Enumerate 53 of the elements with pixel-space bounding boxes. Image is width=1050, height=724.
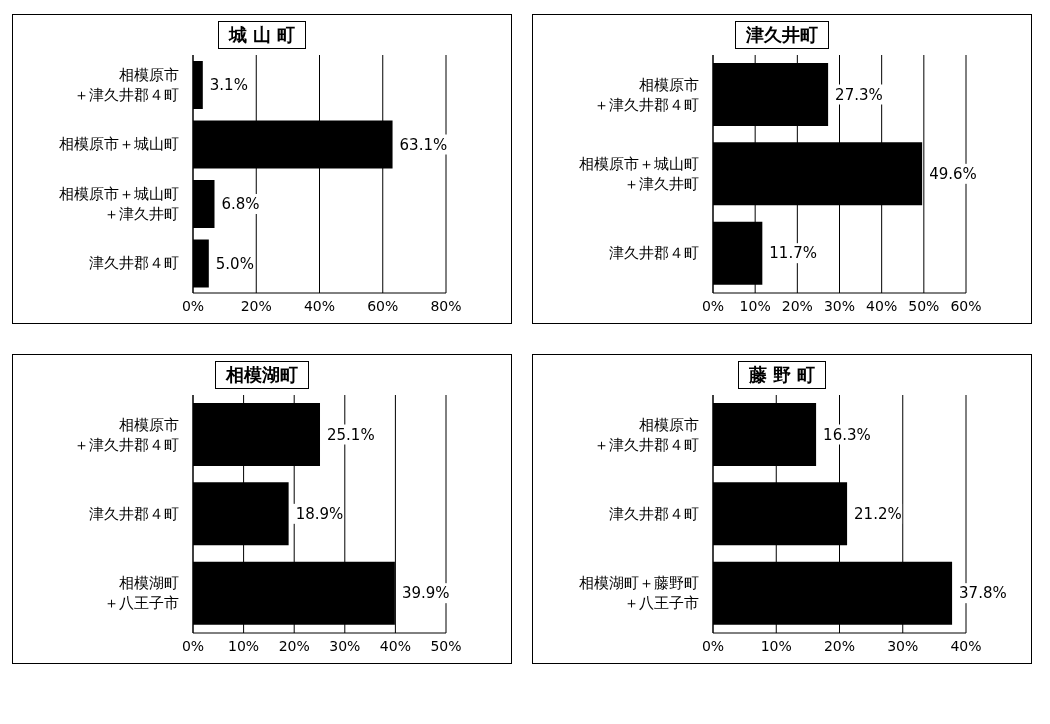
y-tick-label: 津久井郡４町 [609, 244, 699, 263]
x-tick-label: 40% [379, 637, 411, 654]
chart-title: 藤 野 町 [737, 361, 827, 389]
data-label: 21.2% [854, 504, 902, 523]
chart-title: 城 山 町 [217, 21, 307, 49]
data-label: 3.1% [209, 76, 248, 94]
x-tick-label: 10% [760, 637, 792, 654]
y-tick-label: 相模原市＋津久井郡４町 [74, 65, 179, 104]
y-tick-label: 相模原市＋津久井郡４町 [594, 75, 699, 114]
y-tick-label: 津久井郡４町 [89, 505, 179, 523]
x-tick-label: 0% [181, 637, 205, 654]
x-tick-label: 20% [240, 297, 272, 314]
data-label: 49.6% [929, 164, 977, 183]
x-tick-label: 20% [278, 637, 310, 654]
data-label: 37.8% [959, 584, 1007, 603]
data-label: 39.9% [401, 584, 450, 603]
data-label: 5.0% [215, 254, 254, 273]
x-tick-label: 40% [950, 637, 982, 654]
data-label: 25.1% [327, 425, 375, 444]
y-tick-label: 相模原市＋津久井郡４町 [594, 415, 699, 454]
y-tick-label: 相模湖町＋八王子市 [104, 574, 179, 613]
data-label: 16.3% [823, 425, 871, 444]
y-tick-label: 相模湖町＋藤野町＋八王子市 [579, 574, 699, 613]
x-tick-label: 40% [303, 297, 336, 314]
x-tick-label: 30% [329, 637, 361, 654]
x-tick-label: 50% [430, 637, 462, 654]
x-tick-label: 20% [781, 297, 813, 314]
y-tick-label: 相模原市＋津久井郡４町 [74, 415, 179, 454]
chart-title: 相模湖町 [215, 361, 309, 389]
data-label: 11.7% [769, 244, 817, 263]
chart-title: 津久井町 [735, 21, 829, 49]
x-tick-label: 60% [367, 297, 399, 314]
x-tick-label: 40% [866, 297, 898, 314]
x-tick-label: 0% [701, 637, 725, 654]
x-tick-label: 60% [950, 297, 982, 314]
x-tick-label: 30% [823, 297, 856, 314]
y-tick-label: 津久井郡４町 [609, 505, 699, 523]
x-tick-label: 0% [181, 297, 205, 314]
y-tick-label: 相模原市＋城山町＋津久井町 [59, 184, 179, 223]
data-label: 6.8% [221, 195, 260, 213]
data-label: 63.1% [399, 135, 448, 154]
x-tick-label: 30% [887, 637, 919, 654]
y-tick-label: 相模原市＋城山町＋津久井町 [579, 155, 699, 193]
y-tick-label: 津久井郡４町 [89, 254, 179, 273]
x-tick-label: 10% [228, 637, 260, 654]
data-label: 18.9% [295, 504, 344, 523]
x-tick-label: 80% [430, 297, 462, 314]
x-tick-label: 0% [701, 297, 725, 314]
x-tick-label: 50% [908, 297, 940, 314]
x-tick-label: 10% [739, 297, 771, 314]
data-label: 27.3% [835, 85, 883, 104]
x-tick-label: 20% [823, 637, 856, 654]
y-tick-label: 相模原市＋城山町 [59, 135, 179, 154]
